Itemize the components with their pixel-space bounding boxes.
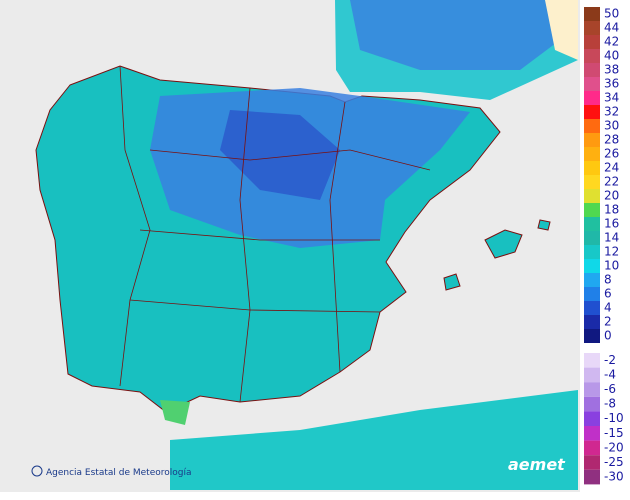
legend-swatch	[584, 77, 600, 91]
legend-swatch	[584, 35, 600, 49]
legend-label: 8	[604, 273, 612, 287]
legend-label: 30	[604, 119, 619, 133]
legend-label: 38	[604, 63, 619, 77]
legend-label: 16	[604, 217, 619, 231]
legend-swatch	[584, 426, 600, 441]
legend-label: 6	[604, 287, 612, 301]
legend-swatch	[584, 231, 600, 245]
legend-swatch	[584, 147, 600, 161]
legend-swatch	[584, 287, 600, 301]
copyright-icon	[31, 465, 43, 477]
legend-label: -2	[604, 353, 616, 367]
legend-label: 28	[604, 133, 619, 147]
balearic-islands	[443, 219, 551, 291]
legend-label: 34	[604, 91, 619, 105]
legend-swatch	[584, 469, 600, 485]
legend-swatch	[584, 133, 600, 147]
logo: aemet	[508, 455, 566, 474]
legend-swatch	[584, 440, 600, 456]
legend-label: -6	[604, 382, 616, 396]
legend-swatch	[584, 259, 600, 273]
legend-label: 10	[604, 259, 619, 273]
africa	[170, 390, 578, 490]
legend-swatch	[584, 455, 600, 470]
legend-label: 4	[604, 301, 612, 315]
legend-label: 22	[604, 175, 619, 189]
legend-swatch	[584, 273, 600, 287]
legend: 5044424038363432302826242220181614121086…	[584, 7, 624, 485]
legend-swatch	[584, 189, 600, 203]
legend-swatch	[584, 161, 600, 175]
legend-swatch	[584, 63, 600, 77]
legend-label: 36	[604, 77, 619, 91]
legend-swatch	[584, 119, 600, 133]
legend-label: 26	[604, 147, 619, 161]
legend-label: 12	[604, 245, 619, 259]
legend-label: 2	[604, 315, 612, 329]
legend-swatch	[584, 217, 600, 231]
legend-swatch	[584, 315, 600, 329]
legend-label: 42	[604, 35, 619, 49]
legend-label: 24	[604, 161, 619, 175]
cold-area	[220, 110, 340, 200]
legend-label: 50	[604, 7, 619, 21]
legend-label: 18	[604, 203, 619, 217]
legend-swatch	[584, 105, 600, 119]
legend-swatch	[584, 21, 600, 35]
credit: Agencia Estatal de Meteorología	[46, 468, 192, 478]
legend-label: 0	[604, 329, 612, 343]
legend-label: -4	[604, 367, 616, 381]
legend-label: 20	[604, 189, 619, 203]
legend-swatch	[584, 411, 600, 426]
legend-label: 40	[604, 49, 619, 63]
legend-swatch	[584, 396, 600, 412]
legend-label: -10	[604, 411, 624, 425]
legend-label: -20	[604, 440, 624, 454]
land-outside	[545, 0, 578, 60]
legend-label: 44	[604, 21, 619, 35]
legend-label: -30	[604, 470, 624, 484]
legend-label: 14	[604, 231, 619, 245]
legend-swatch	[584, 382, 600, 397]
legend-label: -25	[604, 455, 624, 469]
legend-swatch	[584, 245, 600, 259]
legend-swatch	[584, 91, 600, 105]
warm-area	[160, 400, 190, 425]
legend-label: 32	[604, 105, 619, 119]
legend-swatch	[584, 353, 600, 368]
legend-swatch	[584, 175, 600, 189]
legend-swatch	[584, 367, 600, 383]
legend-swatch	[584, 329, 600, 343]
province-borders	[119, 65, 431, 403]
cold-area	[350, 0, 560, 70]
legend-label: -8	[604, 397, 616, 411]
legend-swatch	[584, 203, 600, 217]
legend-label: -15	[604, 426, 624, 440]
legend-swatch	[584, 301, 600, 315]
legend-swatch	[584, 49, 600, 63]
legend-swatch	[584, 7, 600, 21]
